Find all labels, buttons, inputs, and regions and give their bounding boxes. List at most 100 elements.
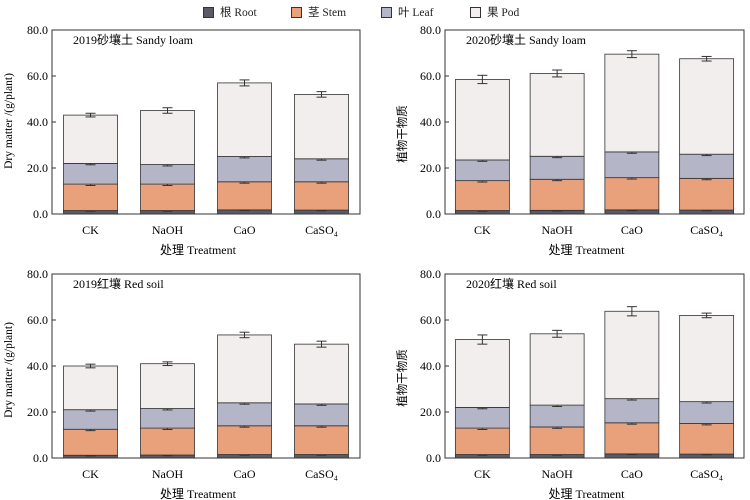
bar-segment-pod <box>63 114 118 164</box>
chart-title: 2020砂壤土 Sandy loam <box>466 32 587 47</box>
bar-segment-stem <box>63 428 118 456</box>
y-tick-label: 20.0 <box>420 161 441 175</box>
bar-segment-pod <box>217 82 272 157</box>
x-tick-label: NaOH <box>152 223 184 237</box>
y-tick-label: 40.0 <box>420 359 441 373</box>
x-tick-label: CaO <box>621 223 643 237</box>
bar-segment-leaf <box>679 153 735 179</box>
x-tick-label: CaSO₄ <box>690 467 723 481</box>
bar-segment-leaf <box>679 401 735 424</box>
bar-segment-leaf <box>217 156 272 183</box>
bar-segment-pod <box>679 58 735 155</box>
y-tick-label: 20.0 <box>420 405 441 419</box>
bar-segment-leaf <box>454 406 510 429</box>
x-tick-label: CaO <box>234 223 256 237</box>
y-axis-label: Dry matter /(g/plant) <box>3 73 15 169</box>
x-axis-label: 处理 Treatment <box>549 487 626 500</box>
legend-swatch-leaf <box>381 6 392 18</box>
y-tick-label: 80.0 <box>27 267 48 281</box>
y-tick-label: 60.0 <box>27 69 48 83</box>
legend: 根 Root 茎 Stem 叶 Leaf 果 Pod <box>0 0 750 26</box>
x-tick-label: CaSO₄ <box>305 223 338 237</box>
bar-segment-pod <box>294 94 349 160</box>
bar-segment-pod <box>604 310 660 400</box>
bar-segment-pod <box>529 333 585 406</box>
bar-segment-stem <box>454 427 510 455</box>
y-tick-label: 80.0 <box>27 23 48 37</box>
bar-segment-leaf <box>529 404 585 428</box>
bar-segment-stem <box>679 423 735 455</box>
y-tick-label: 60.0 <box>27 313 48 327</box>
bar-segment-stem <box>217 181 272 211</box>
y-axis-label: 植物干物质 <box>395 105 409 163</box>
chart-panel-1: 0.0 20.0 40.0 60.0 80.0 2019砂壤土 Sandy loam Dry… <box>3 23 361 257</box>
chart-title: 2019红壤 Red soil <box>73 276 164 291</box>
bar-segment-leaf <box>454 159 510 182</box>
legend-item-stem: 茎 Stem <box>291 3 346 21</box>
bar-segment-pod <box>217 334 272 404</box>
x-tick-label: CK <box>82 467 99 481</box>
y-tick-label: 0.0 <box>426 207 441 221</box>
x-tick-label: CK <box>474 223 491 237</box>
legend-item-leaf: 叶 Leaf <box>381 3 433 21</box>
bar-segment-pod <box>140 110 195 165</box>
x-tick-label: CaO <box>621 467 643 481</box>
y-tick-label: 80.0 <box>420 23 441 37</box>
y-tick-label: 80.0 <box>420 267 441 281</box>
bar-segment-leaf <box>63 162 118 185</box>
legend-label-pod: 果 Pod <box>487 7 520 19</box>
legend-label-stem: 茎 Stem <box>308 7 347 19</box>
bar-segment-pod <box>140 363 195 409</box>
y-tick-label: 60.0 <box>420 69 441 83</box>
bar-segment-stem <box>454 180 510 211</box>
bar-segment-pod <box>294 343 349 405</box>
y-tick-label: 20.0 <box>27 161 48 175</box>
bar-segment-stem <box>294 425 349 455</box>
bar-segment-stem <box>294 181 349 211</box>
y-tick-label: 0.0 <box>33 451 48 465</box>
x-tick-label: CK <box>474 467 491 481</box>
x-axis-label: 处理 Treatment <box>160 487 237 500</box>
x-tick-label: CaSO₄ <box>690 223 723 237</box>
y-tick-label: 40.0 <box>27 115 48 129</box>
y-tick-label: 0.0 <box>426 451 441 465</box>
legend-label-root: 根 Root <box>220 7 257 19</box>
bar-segment-pod <box>604 53 660 153</box>
legend-item-pod: 果 Pod <box>470 3 519 21</box>
y-tick-label: 20.0 <box>27 405 48 419</box>
x-tick-label: NaOH <box>541 467 573 481</box>
y-tick-label: 40.0 <box>420 115 441 129</box>
chart-title: 2019砂壤土 Sandy loam <box>73 32 194 47</box>
chart-panel-4: 0.0 20.0 40.0 60.0 80.0 2020红壤 Red soil 植物干物质处… <box>395 267 745 500</box>
bar-segment-leaf <box>294 403 349 427</box>
bar-segment-pod <box>454 339 510 408</box>
y-axis-label: Dry matter /(g/plant) <box>3 322 15 418</box>
bar-segment-stem <box>140 427 195 456</box>
bar-segment-pod <box>679 314 735 403</box>
legend-swatch-stem <box>291 6 302 18</box>
bar-segment-leaf <box>604 398 660 424</box>
x-tick-label: CaO <box>234 467 256 481</box>
chart-panel-3: 0.0 20.0 40.0 60.0 80.0 2019红壤 Red soil Dry ma… <box>3 267 361 500</box>
bar-segment-stem <box>529 426 585 455</box>
bar-segment-pod <box>63 365 118 411</box>
legend-swatch-pod <box>470 6 481 18</box>
bar-segment-leaf <box>294 158 349 183</box>
bar-segment-stem <box>217 425 272 455</box>
bar-segment-leaf <box>604 151 660 179</box>
bar-segment-stem <box>140 183 195 211</box>
bar-segment-leaf <box>529 155 585 180</box>
y-tick-label: 40.0 <box>27 359 48 373</box>
bar-segment-pod <box>454 79 510 161</box>
chart-panel-2: 0.0 20.0 40.0 60.0 80.0 2020砂壤土 Sandy loam 植物干… <box>395 23 745 257</box>
x-axis-label: 处理 Treatment <box>549 243 626 257</box>
x-tick-label: CaSO₄ <box>305 467 338 481</box>
bar-segment-stem <box>604 177 660 211</box>
y-tick-label: 60.0 <box>420 313 441 327</box>
bar-segment-stem <box>63 183 118 211</box>
x-tick-label: NaOH <box>541 223 573 237</box>
bar-segment-leaf <box>63 409 118 430</box>
legend-swatch-root <box>203 6 214 18</box>
y-tick-label: 0.0 <box>33 207 48 221</box>
chart-title: 2020红壤 Red soil <box>466 276 557 291</box>
